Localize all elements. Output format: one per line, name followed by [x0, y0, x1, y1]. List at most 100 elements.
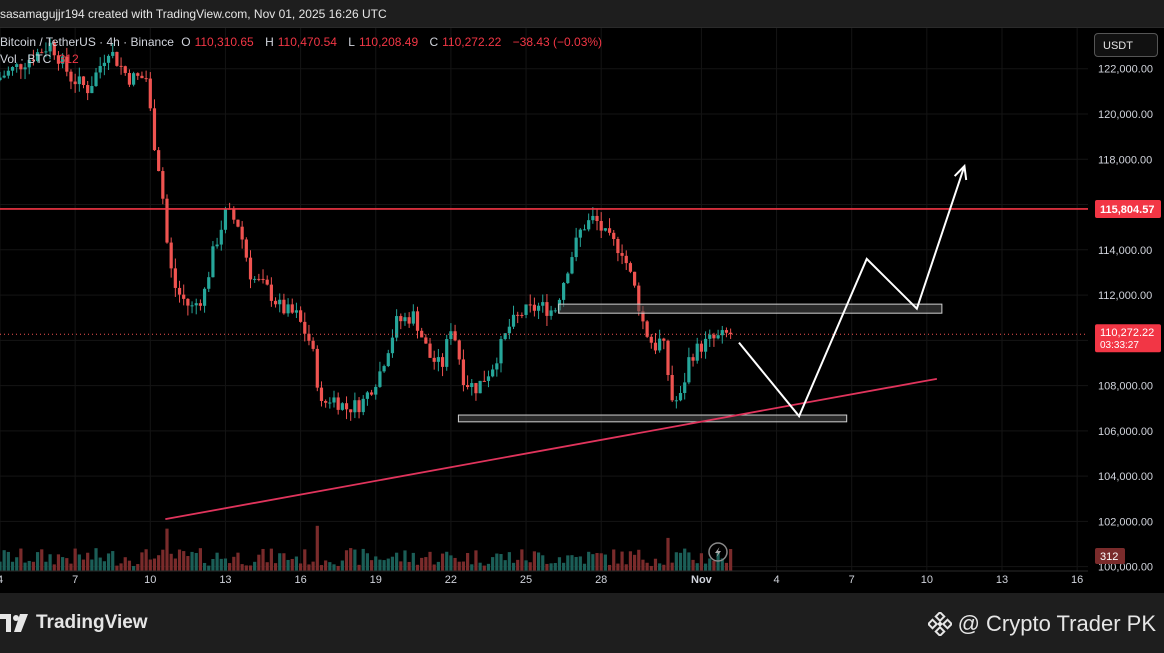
volume-bar [641, 559, 645, 571]
volume-bar [48, 554, 52, 571]
price-tick-label: 114,000.00 [1098, 245, 1152, 257]
volume-bar [637, 549, 641, 571]
support-zone [558, 303, 943, 314]
volume-bar [695, 563, 699, 571]
volume-label[interactable]: Vol · BTC [0, 52, 52, 66]
candle-body [424, 337, 428, 344]
price-chart[interactable]: 100,000.00 102,000.00 104,000.00 106,000.00… [0, 28, 1164, 593]
candle-body [319, 387, 324, 402]
candle-body [357, 400, 361, 413]
volume-bar [474, 550, 478, 571]
volume-bar [244, 565, 248, 571]
volume-bar [265, 562, 269, 571]
candle-body [61, 56, 65, 64]
candles [0, 38, 733, 421]
candle-body [35, 52, 40, 61]
volume-bar [653, 558, 658, 571]
time-tick-label: 10 [921, 574, 933, 586]
candle-body [115, 51, 119, 66]
candle-body [440, 357, 445, 367]
volume-bar [557, 557, 562, 571]
candle-body [244, 239, 248, 258]
candle-body [591, 215, 595, 221]
tradingview-logo-icon [0, 614, 28, 632]
candle-body [152, 108, 157, 151]
candle-body [6, 70, 10, 76]
candle-body [562, 283, 566, 300]
volume-bar [23, 562, 27, 571]
candle-body [716, 335, 720, 339]
volume-bar [591, 554, 595, 571]
volume-bar [198, 548, 202, 571]
candle-body [119, 65, 123, 67]
volume-bar [336, 565, 340, 571]
chart-area[interactable]: 100,000.00 102,000.00 104,000.00 106,000.00… [0, 28, 1164, 593]
candle-body [336, 397, 340, 410]
volume-bar [73, 548, 77, 571]
candle-body [2, 75, 6, 78]
candle-body [177, 287, 182, 295]
price-tick-label: 122,000.00 [1098, 64, 1153, 76]
volume-tag-label: 312 [1100, 551, 1118, 563]
volume-bars [0, 525, 733, 571]
volume-bar [324, 560, 328, 571]
volume-bar [236, 552, 240, 571]
change-value: −38.43 (−0.03%) [512, 35, 603, 49]
volume-bar [491, 557, 495, 571]
candle-body [299, 310, 303, 322]
candle-body [219, 229, 223, 245]
volume-bar [115, 565, 119, 571]
candle-body [94, 72, 98, 87]
countdown-label: 03:33:27 [1100, 340, 1139, 351]
candle-body [207, 277, 211, 289]
symbol-name[interactable]: Bitcoin / TetherUS · 4h · Binance [0, 35, 174, 49]
open-label: O [181, 35, 191, 49]
candle-body [361, 398, 365, 413]
replay-icon[interactable] [708, 542, 728, 562]
volume-bar [587, 551, 591, 571]
volume-bar [562, 562, 566, 571]
candle-body [253, 278, 257, 280]
candle-body [27, 59, 31, 68]
candle-body [449, 331, 453, 340]
volume-bar [90, 559, 94, 571]
candle-body [353, 400, 357, 413]
volume-bar [482, 565, 486, 571]
price-tick-label: 118,000.00 [1098, 154, 1152, 166]
candle-body [461, 359, 466, 386]
candle-body [549, 310, 553, 316]
candle-body [553, 310, 557, 312]
watermark-text: @ Crypto Trader PK [957, 611, 1156, 636]
volume-bar [0, 561, 2, 571]
volume-bar [315, 525, 319, 571]
volume-bar [712, 560, 716, 571]
candle-body [248, 257, 253, 280]
candle-body [265, 279, 269, 285]
volume-bar [708, 558, 712, 571]
currency-button[interactable]: USDT [1094, 33, 1158, 57]
tradingview-logo-text: TradingView [36, 612, 148, 633]
volume-bar [106, 553, 111, 571]
candle-body [65, 56, 69, 72]
candle-body [286, 304, 290, 314]
candle-body [587, 220, 591, 230]
volume-bar [286, 559, 290, 571]
candle-body [48, 42, 52, 52]
volume-bar [182, 551, 186, 571]
tradingview-logo[interactable]: TradingView [0, 609, 148, 637]
volume-bar [729, 549, 733, 571]
volume-bar [132, 565, 136, 571]
candle-body [173, 268, 177, 288]
volume-bar [599, 553, 603, 571]
volume-bar [415, 564, 420, 571]
candle-body [578, 229, 582, 238]
candle-body [44, 51, 48, 53]
volume-bar [720, 558, 724, 571]
candle-body [607, 228, 612, 233]
low-value: 110,208.49 [358, 35, 419, 49]
volume-bar [77, 554, 81, 571]
volume-bar [44, 561, 48, 571]
candle-body [624, 255, 628, 264]
volume-bar [111, 551, 115, 571]
candle-body [570, 257, 574, 274]
